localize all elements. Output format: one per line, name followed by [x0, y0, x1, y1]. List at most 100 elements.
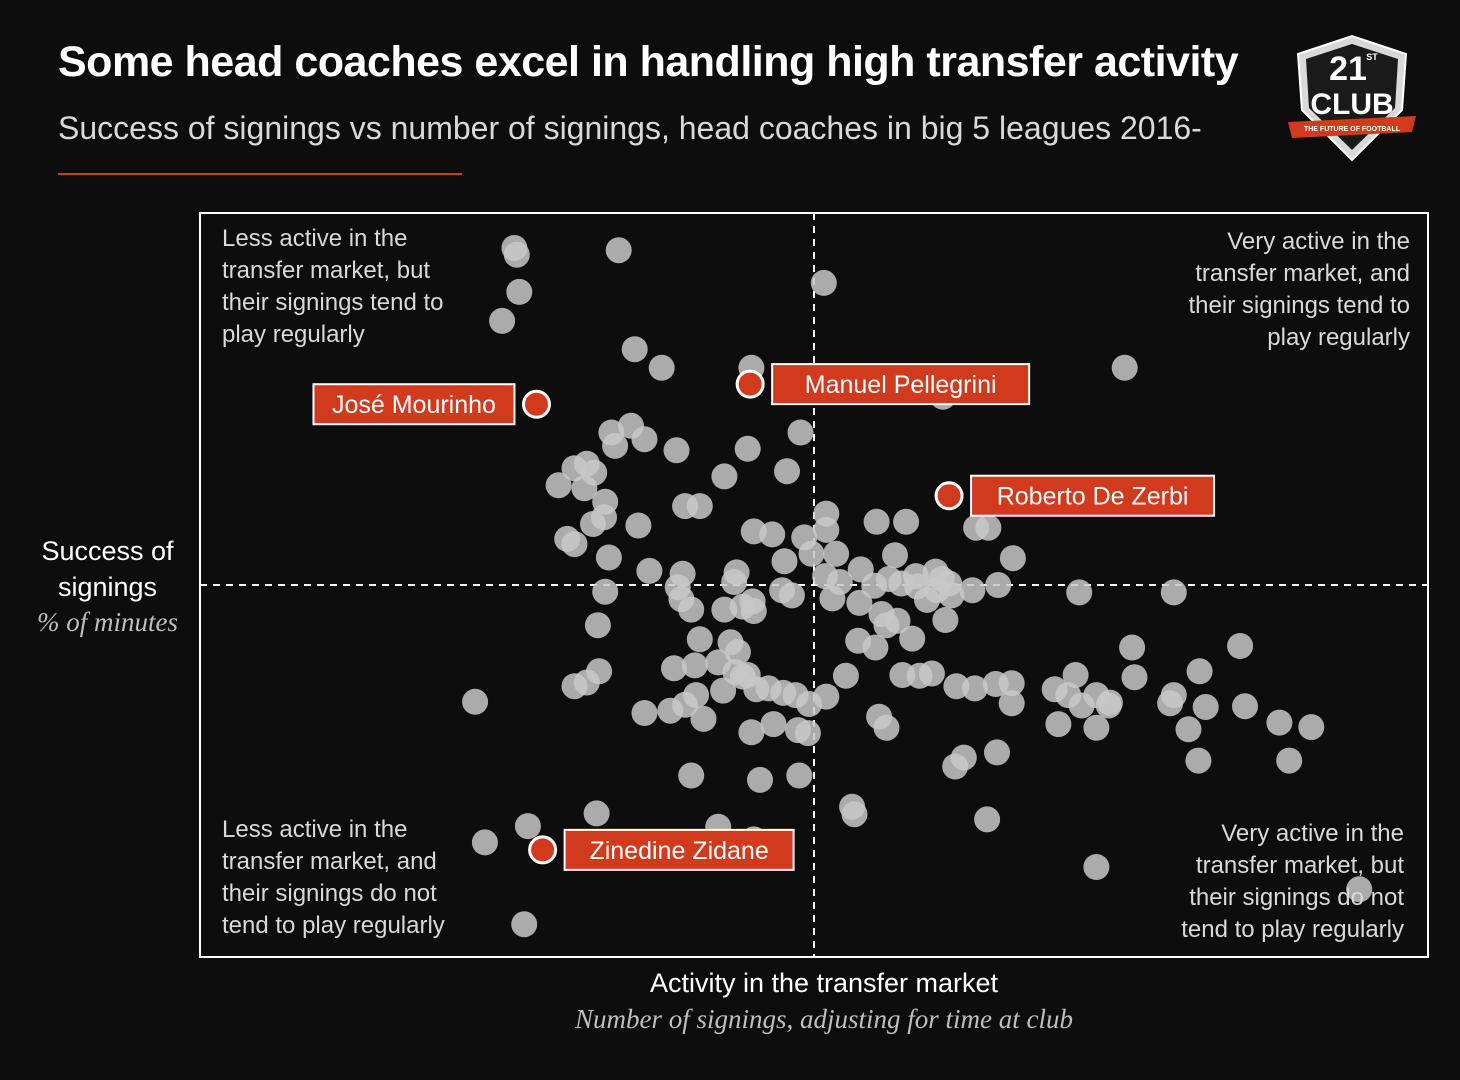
x-axis-label: Activity in the transfer market [649, 968, 999, 998]
data-point [503, 241, 530, 268]
data-point [1227, 633, 1254, 659]
data-point [511, 911, 538, 938]
label-box-roberto-de-zerbi [970, 474, 1216, 517]
data-point [631, 700, 658, 726]
quadrant-label-bottom-left: transfer market, and [222, 848, 437, 875]
data-point [1175, 716, 1202, 743]
data-point [514, 813, 541, 840]
data-point [1192, 694, 1219, 720]
quadrant-label-top-left: play regularly [222, 321, 365, 348]
coach-label-jos-mourinho: José Mourinho [332, 391, 496, 419]
quadrant-label-bottom-left: tend to play regularly [222, 912, 445, 939]
data-point [760, 711, 787, 738]
label-box-zinedine-zidane [563, 828, 795, 871]
quadrant-label-bottom-right: tend to play regularly [1181, 916, 1404, 943]
data-point [998, 690, 1025, 717]
data-point [787, 419, 814, 446]
data-point [1055, 682, 1082, 709]
data-point [1157, 690, 1184, 717]
data-point [1121, 664, 1148, 691]
data-point [740, 598, 767, 624]
quadrant-label-top-left: Less active in the [222, 225, 407, 252]
data-point [882, 542, 908, 569]
data-point [690, 705, 717, 732]
quadrant-label-bottom-right: transfer market, but [1196, 852, 1404, 879]
quadrant-labels: Less active in the transfer market, but th… [222, 225, 1410, 943]
coach-label-manuel-pellegrini: Manuel Pellegrini [805, 371, 997, 399]
data-point [759, 521, 786, 548]
data-point [998, 670, 1025, 697]
data-point [506, 278, 533, 305]
data-point [1186, 658, 1213, 685]
data-point [636, 557, 663, 584]
data-point [1119, 634, 1146, 661]
data-point [1083, 714, 1110, 741]
data-point [1160, 579, 1187, 606]
title-underline [58, 173, 462, 175]
data-point [810, 269, 837, 296]
data-point [571, 475, 598, 502]
data-point [950, 744, 977, 771]
data-point [1083, 854, 1110, 880]
chart-subtitle: Success of signings vs number of signing… [58, 110, 1202, 146]
data-point [918, 660, 945, 687]
coach-point-zinedine-zidane [528, 835, 558, 865]
data-point [813, 683, 840, 710]
data-point [984, 739, 1010, 766]
data-point [813, 516, 840, 543]
data-point [861, 572, 888, 599]
logo-superscript: ST [1366, 52, 1378, 62]
y-axis-sublabel: % of minutes [37, 607, 178, 637]
label-box-jos-mourinho [312, 383, 516, 426]
data-point [798, 540, 825, 567]
data-point [959, 577, 986, 604]
data-point [943, 673, 970, 700]
21st-club-shield-logo: 21 ST CLUB THE FUTURE OF FOOTBALL [1288, 34, 1416, 162]
data-point [663, 437, 690, 464]
data-point [985, 572, 1012, 598]
data-point [580, 511, 606, 537]
quadrant-label-bottom-right: their signings do not [1189, 884, 1404, 911]
data-point [724, 639, 751, 665]
data-point [661, 655, 687, 682]
data-point [686, 493, 713, 520]
data-point [561, 531, 588, 558]
data-point [1062, 662, 1089, 688]
data-point [862, 634, 889, 661]
data-point [999, 545, 1026, 572]
data-point [672, 691, 699, 718]
data-point [1276, 747, 1303, 774]
data-point [771, 548, 798, 575]
quadrant-label-top-right: play regularly [1267, 324, 1410, 351]
quadrant-label-top-left: transfer market, but [222, 257, 430, 284]
data-point [462, 688, 489, 715]
data-point [605, 237, 632, 264]
data-point [884, 607, 911, 634]
data-point [625, 512, 652, 539]
data-point [621, 336, 648, 363]
data-point [711, 463, 738, 490]
coach-point-manuel-pellegrini [735, 369, 765, 399]
data-point [738, 719, 765, 746]
highlighted-coaches: José Mourinho Manuel Pellegrini Roberto De… [312, 363, 1216, 871]
quadrant-label-top-right: their signings tend to [1189, 292, 1410, 319]
data-point [778, 582, 805, 609]
quadrant-label-bottom-left: Less active in the [222, 816, 407, 843]
y-axis-label-line1: Success of [41, 536, 174, 566]
data-point [932, 607, 959, 633]
coach-label-roberto-de-zerbi: Roberto De Zerbi [997, 483, 1189, 511]
data-point [678, 596, 705, 623]
quadrant-label-top-right: transfer market, and [1195, 260, 1410, 287]
data-point [1298, 714, 1325, 741]
data-point [1095, 692, 1122, 719]
data-point [974, 806, 1001, 833]
chart-title: Some head coaches excel in handling high… [58, 38, 1239, 86]
data-point [938, 582, 965, 609]
data-point [1111, 354, 1138, 381]
data-point [1066, 579, 1093, 606]
data-point [823, 540, 850, 567]
data-point [1185, 747, 1212, 774]
data-point [710, 677, 737, 704]
coach-point-jos-mourinho [521, 389, 551, 419]
